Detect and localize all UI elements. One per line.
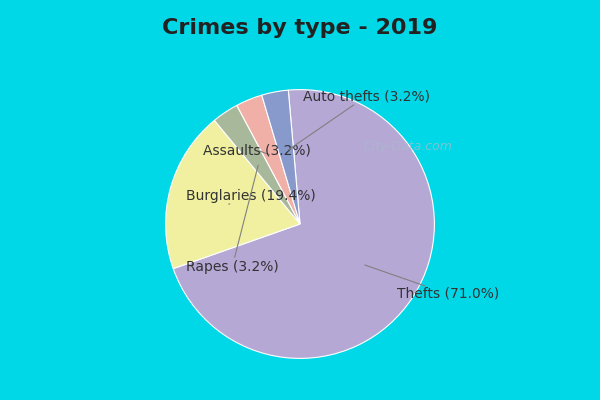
Text: Thefts (71.0%): Thefts (71.0%) <box>365 265 499 301</box>
Wedge shape <box>237 95 300 224</box>
Text: Auto thefts (3.2%): Auto thefts (3.2%) <box>289 89 430 150</box>
Text: Crimes by type - 2019: Crimes by type - 2019 <box>163 18 437 38</box>
Wedge shape <box>214 105 300 224</box>
Wedge shape <box>173 90 434 358</box>
Text: Burglaries (19.4%): Burglaries (19.4%) <box>186 189 316 204</box>
Text: Rapes (3.2%): Rapes (3.2%) <box>186 165 278 274</box>
Wedge shape <box>262 90 300 224</box>
Wedge shape <box>166 120 300 269</box>
Text: City-Data.com: City-Data.com <box>363 140 452 153</box>
Text: Assaults (3.2%): Assaults (3.2%) <box>203 143 311 157</box>
